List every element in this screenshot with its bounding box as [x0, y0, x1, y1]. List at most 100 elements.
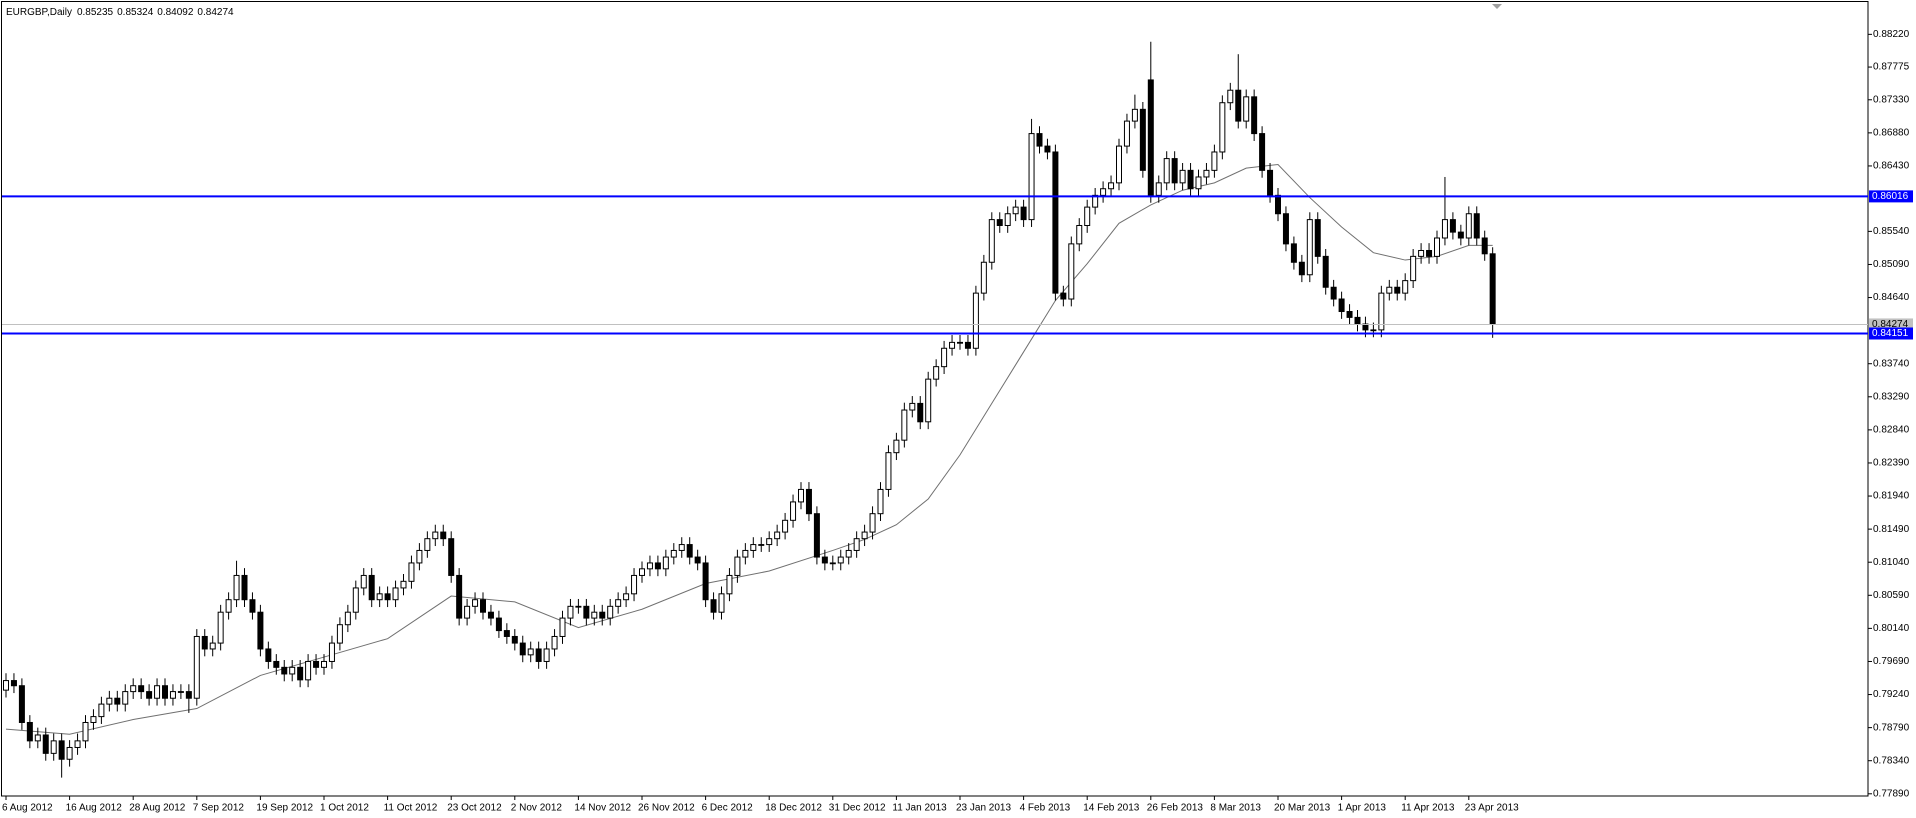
candle-body — [742, 549, 749, 558]
candle-body — [1322, 255, 1329, 288]
x-tick-label: 2 Nov 2012 — [511, 803, 563, 814]
candle-body — [519, 642, 526, 656]
x-tick-label: 23 Jan 2013 — [956, 803, 1011, 814]
candle-body — [249, 599, 256, 613]
x-tick-label: 1 Oct 2012 — [320, 803, 369, 814]
candle-body — [1282, 213, 1289, 245]
candle-body — [1036, 133, 1043, 147]
candle-body — [432, 531, 439, 540]
candle-body — [1346, 311, 1353, 318]
candle-body — [1235, 89, 1242, 122]
candle-body — [718, 593, 725, 613]
candle-body — [1116, 145, 1122, 184]
y-tick-label: 0.84640 — [1873, 292, 1910, 303]
candle-body — [328, 642, 335, 662]
candle-body — [74, 740, 81, 748]
candle-body — [416, 549, 423, 564]
candle-body — [575, 605, 582, 608]
candle-body — [654, 562, 661, 570]
y-tick-label: 0.83290 — [1873, 391, 1910, 402]
candle-body — [885, 452, 892, 490]
y-tick-label: 0.81490 — [1873, 524, 1910, 535]
price-label: 0.84274 — [1872, 319, 1909, 330]
candle-body — [154, 685, 161, 699]
candle-body — [646, 562, 653, 570]
candle-body — [1338, 298, 1345, 313]
candle-body — [1418, 249, 1425, 257]
y-tick-label: 0.86880 — [1873, 128, 1910, 139]
y-tick-label: 0.85090 — [1873, 259, 1910, 270]
x-tick-label: 28 Aug 2012 — [129, 803, 186, 814]
candle-body — [1227, 89, 1234, 104]
x-tick-label: 14 Feb 2013 — [1083, 803, 1140, 814]
x-tick-label: 11 Apr 2013 — [1401, 803, 1455, 814]
candle-body — [1275, 194, 1281, 215]
x-tick-label: 26 Nov 2012 — [638, 803, 695, 814]
x-tick-label: 23 Oct 2012 — [447, 803, 502, 814]
candle-body — [1195, 176, 1202, 190]
candle-body — [1426, 249, 1433, 257]
candle-body — [448, 538, 455, 576]
price-label: 0.86016 — [1872, 191, 1909, 202]
candle-body — [1108, 182, 1115, 190]
candle-body — [1290, 243, 1297, 263]
candle-body — [535, 648, 542, 662]
candle-body — [559, 617, 566, 637]
plot-frame — [1, 1, 1869, 797]
candle-body — [941, 347, 948, 368]
candle-body — [1155, 182, 1162, 196]
candle-body — [1473, 213, 1480, 239]
candle-body — [909, 402, 916, 411]
candle-body — [972, 292, 979, 349]
candle-body — [996, 219, 1003, 226]
candle-body — [1394, 286, 1401, 294]
candle-body — [543, 648, 550, 662]
candle-body — [686, 544, 693, 558]
candle-body — [384, 593, 391, 601]
candle-body — [1012, 206, 1019, 215]
candle-body — [82, 721, 89, 742]
header-high: 0.85324 — [117, 7, 154, 18]
candle-body — [90, 716, 97, 723]
candle-body — [217, 611, 224, 644]
candle-body — [861, 531, 868, 540]
candle-body — [1298, 261, 1305, 276]
candle-body — [750, 544, 757, 551]
header-low: 0.84092 — [157, 7, 194, 18]
candle-body — [678, 544, 685, 551]
candle-body — [933, 366, 940, 380]
candle-body — [1044, 145, 1051, 153]
candle-body — [988, 219, 995, 263]
candle-body — [360, 574, 367, 589]
candle-body — [1267, 169, 1274, 196]
price-label-box — [1869, 318, 1913, 331]
candle-body — [766, 538, 773, 546]
candle-body — [1084, 206, 1091, 226]
candle-body — [464, 605, 471, 619]
candle-body — [42, 734, 49, 754]
candle-body — [845, 549, 852, 558]
y-tick-label: 0.80590 — [1873, 590, 1910, 601]
candle-body — [10, 680, 17, 687]
header-open: 0.85235 — [77, 7, 114, 18]
candle-body — [1481, 237, 1488, 255]
x-tick-label: 18 Dec 2012 — [765, 803, 822, 814]
x-tick-label: 1 Apr 2013 — [1338, 803, 1387, 814]
candle-body — [495, 617, 502, 632]
candle-body — [1131, 108, 1138, 122]
candle-body — [503, 630, 510, 637]
candle-body — [615, 599, 622, 607]
candle-body — [1378, 292, 1385, 331]
candle-body — [1410, 255, 1417, 282]
x-tick-label: 16 Aug 2012 — [66, 803, 123, 814]
candle-body — [1020, 206, 1027, 221]
scroll-marker — [1492, 4, 1502, 9]
candle-body — [758, 544, 765, 546]
price-label-box — [1869, 190, 1913, 203]
candle-body — [1060, 292, 1067, 300]
candle-body — [670, 549, 677, 558]
candle-body — [925, 378, 932, 423]
candle-body — [1465, 213, 1472, 239]
y-tick-label: 0.82840 — [1873, 425, 1910, 436]
